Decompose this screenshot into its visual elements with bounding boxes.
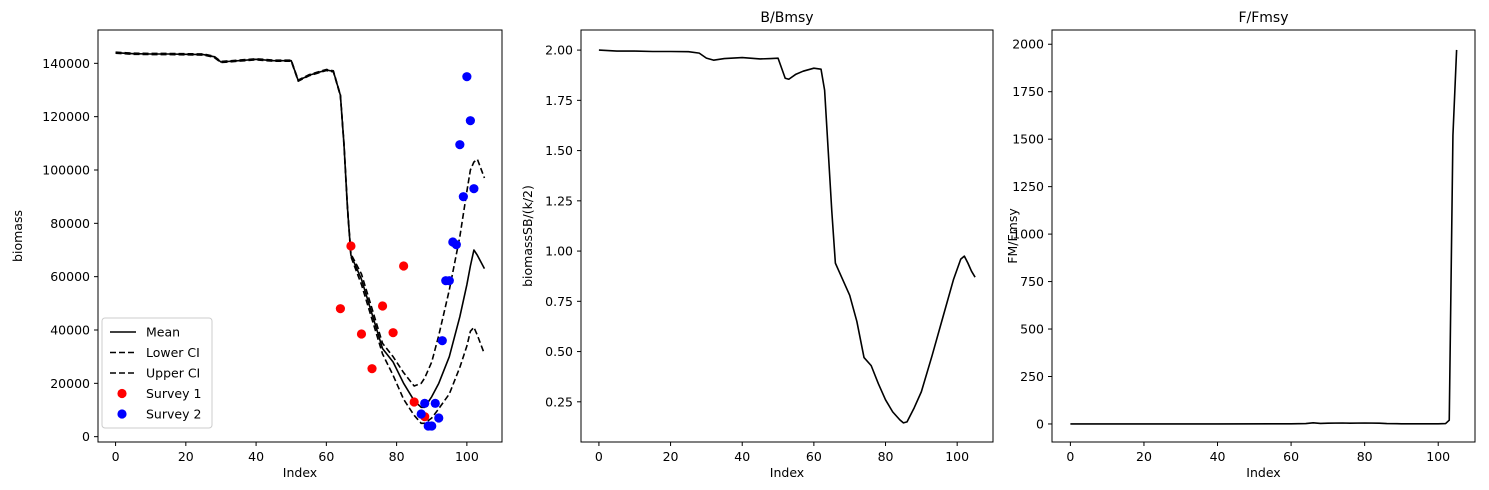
x-tick-label: 60 (1283, 449, 1299, 464)
survey-point (399, 261, 409, 271)
y-tick-label: 1500 (1012, 132, 1044, 147)
y-tick-label: 0.75 (545, 294, 573, 309)
panel-1: 0 20 40 60 80 100 0 20000 40000 60000 80000 100000 1… (10, 29, 503, 480)
x-tick-label: 80 (878, 449, 894, 464)
legend-entry-label: Survey 1 (146, 386, 201, 401)
axes-frame (1051, 29, 1476, 443)
survey-point (416, 409, 426, 419)
series-line (598, 49, 976, 424)
survey-point (409, 397, 419, 407)
y-tick-label: 1750 (1012, 84, 1044, 99)
series-line (115, 51, 486, 387)
y-tick-label: 100000 (42, 163, 90, 178)
panel-title: B/Bmsy (760, 10, 813, 26)
x-axis-label: Index (283, 465, 317, 480)
y-tick-label: 1000 (1012, 227, 1044, 242)
x-tick-label: 20 (1136, 449, 1152, 464)
survey-point (465, 116, 475, 126)
x-tick-label: 100 (1426, 449, 1450, 464)
y-tick-label: 1.75 (545, 93, 573, 108)
y-tick-label: 0.50 (545, 344, 573, 359)
survey-point (462, 72, 472, 82)
y-tick-label: 80000 (50, 216, 90, 231)
survey-point (335, 304, 345, 314)
x-tick-label: 100 (945, 449, 969, 464)
survey-point (367, 364, 377, 374)
survey-point (451, 240, 461, 250)
y-tick-label: 1.50 (545, 143, 573, 158)
x-tick-label: 40 (734, 449, 750, 464)
panel-3: 0 20 40 60 80 1000250500750100012501500175020… (1005, 10, 1476, 480)
survey-point (430, 398, 440, 408)
y-tick-label: 20000 (50, 376, 90, 391)
x-tick-label: 60 (318, 449, 334, 464)
legend-marker (117, 388, 127, 399)
x-tick-label: 0 (112, 449, 120, 464)
x-tick-label: 20 (663, 449, 679, 464)
legend-box (101, 317, 213, 429)
x-tick-label: 20 (178, 449, 194, 464)
legend-marker (117, 409, 127, 419)
y-tick-label: 500 (1020, 322, 1044, 337)
y-tick-label: 0 (82, 429, 90, 444)
y-tick-label: 1250 (1012, 179, 1044, 194)
survey-point (434, 413, 444, 423)
series-line (1070, 49, 1458, 425)
survey-point (458, 192, 468, 202)
y-tick-label: 60000 (50, 269, 90, 284)
survey-point (444, 276, 454, 286)
survey-point (455, 140, 465, 150)
x-tick-label: 40 (1210, 449, 1226, 464)
panel-title: F/Fmsy (1238, 10, 1288, 26)
survey-point (346, 241, 356, 251)
survey-point (437, 336, 447, 346)
x-tick-label: 0 (595, 449, 603, 464)
legend-entry-label: Lower CI (146, 345, 200, 360)
series-line (115, 52, 486, 425)
y-axis-label: biomassSB/(k/2) (520, 185, 535, 287)
legend-entry-label: Survey 2 (146, 407, 201, 422)
y-axis-label: biomass (10, 210, 25, 262)
x-tick-label: 40 (248, 449, 264, 464)
x-tick-label: 60 (806, 449, 822, 464)
survey-point (377, 301, 388, 311)
x-tick-label: 80 (1357, 449, 1373, 464)
y-tick-label: 250 (1020, 369, 1044, 384)
x-tick-label: 0 (1066, 449, 1074, 464)
y-tick-label: 0.25 (545, 394, 573, 409)
legend-entry-label: Upper CI (146, 366, 200, 381)
y-tick-label: 0 (1036, 416, 1044, 431)
y-tick-label: 40000 (50, 323, 90, 338)
x-axis-label: Index (1246, 465, 1280, 480)
y-tick-label: 140000 (42, 56, 90, 71)
axes-frame (97, 29, 503, 443)
y-axis-label: FM/Fmsy (1005, 208, 1020, 264)
y-tick-label: 120000 (42, 109, 90, 124)
panel-2: 0 20 40 60 80 100 0.25 0.50 0.75 1.00 1.25 1.50 1.75… (520, 10, 994, 480)
legend: Mean Lower CI Upper CI Survey 1 Survey 2 (101, 317, 213, 429)
x-tick-label: 80 (389, 449, 405, 464)
survey-point (469, 184, 479, 194)
survey-point (427, 421, 437, 431)
survey-point (388, 328, 398, 338)
axes-frame (580, 29, 994, 443)
survey-point (356, 329, 367, 339)
x-axis-label: Index (770, 465, 804, 480)
y-tick-label: 750 (1020, 274, 1044, 289)
survey-point (420, 398, 430, 408)
y-tick-label: 1.00 (545, 244, 573, 259)
legend-entry-label: Mean (146, 325, 180, 340)
x-tick-label: 100 (455, 449, 479, 464)
y-tick-label: 2.00 (545, 43, 573, 58)
y-tick-label: 1.25 (545, 193, 573, 208)
y-tick-label: 2000 (1012, 37, 1044, 52)
